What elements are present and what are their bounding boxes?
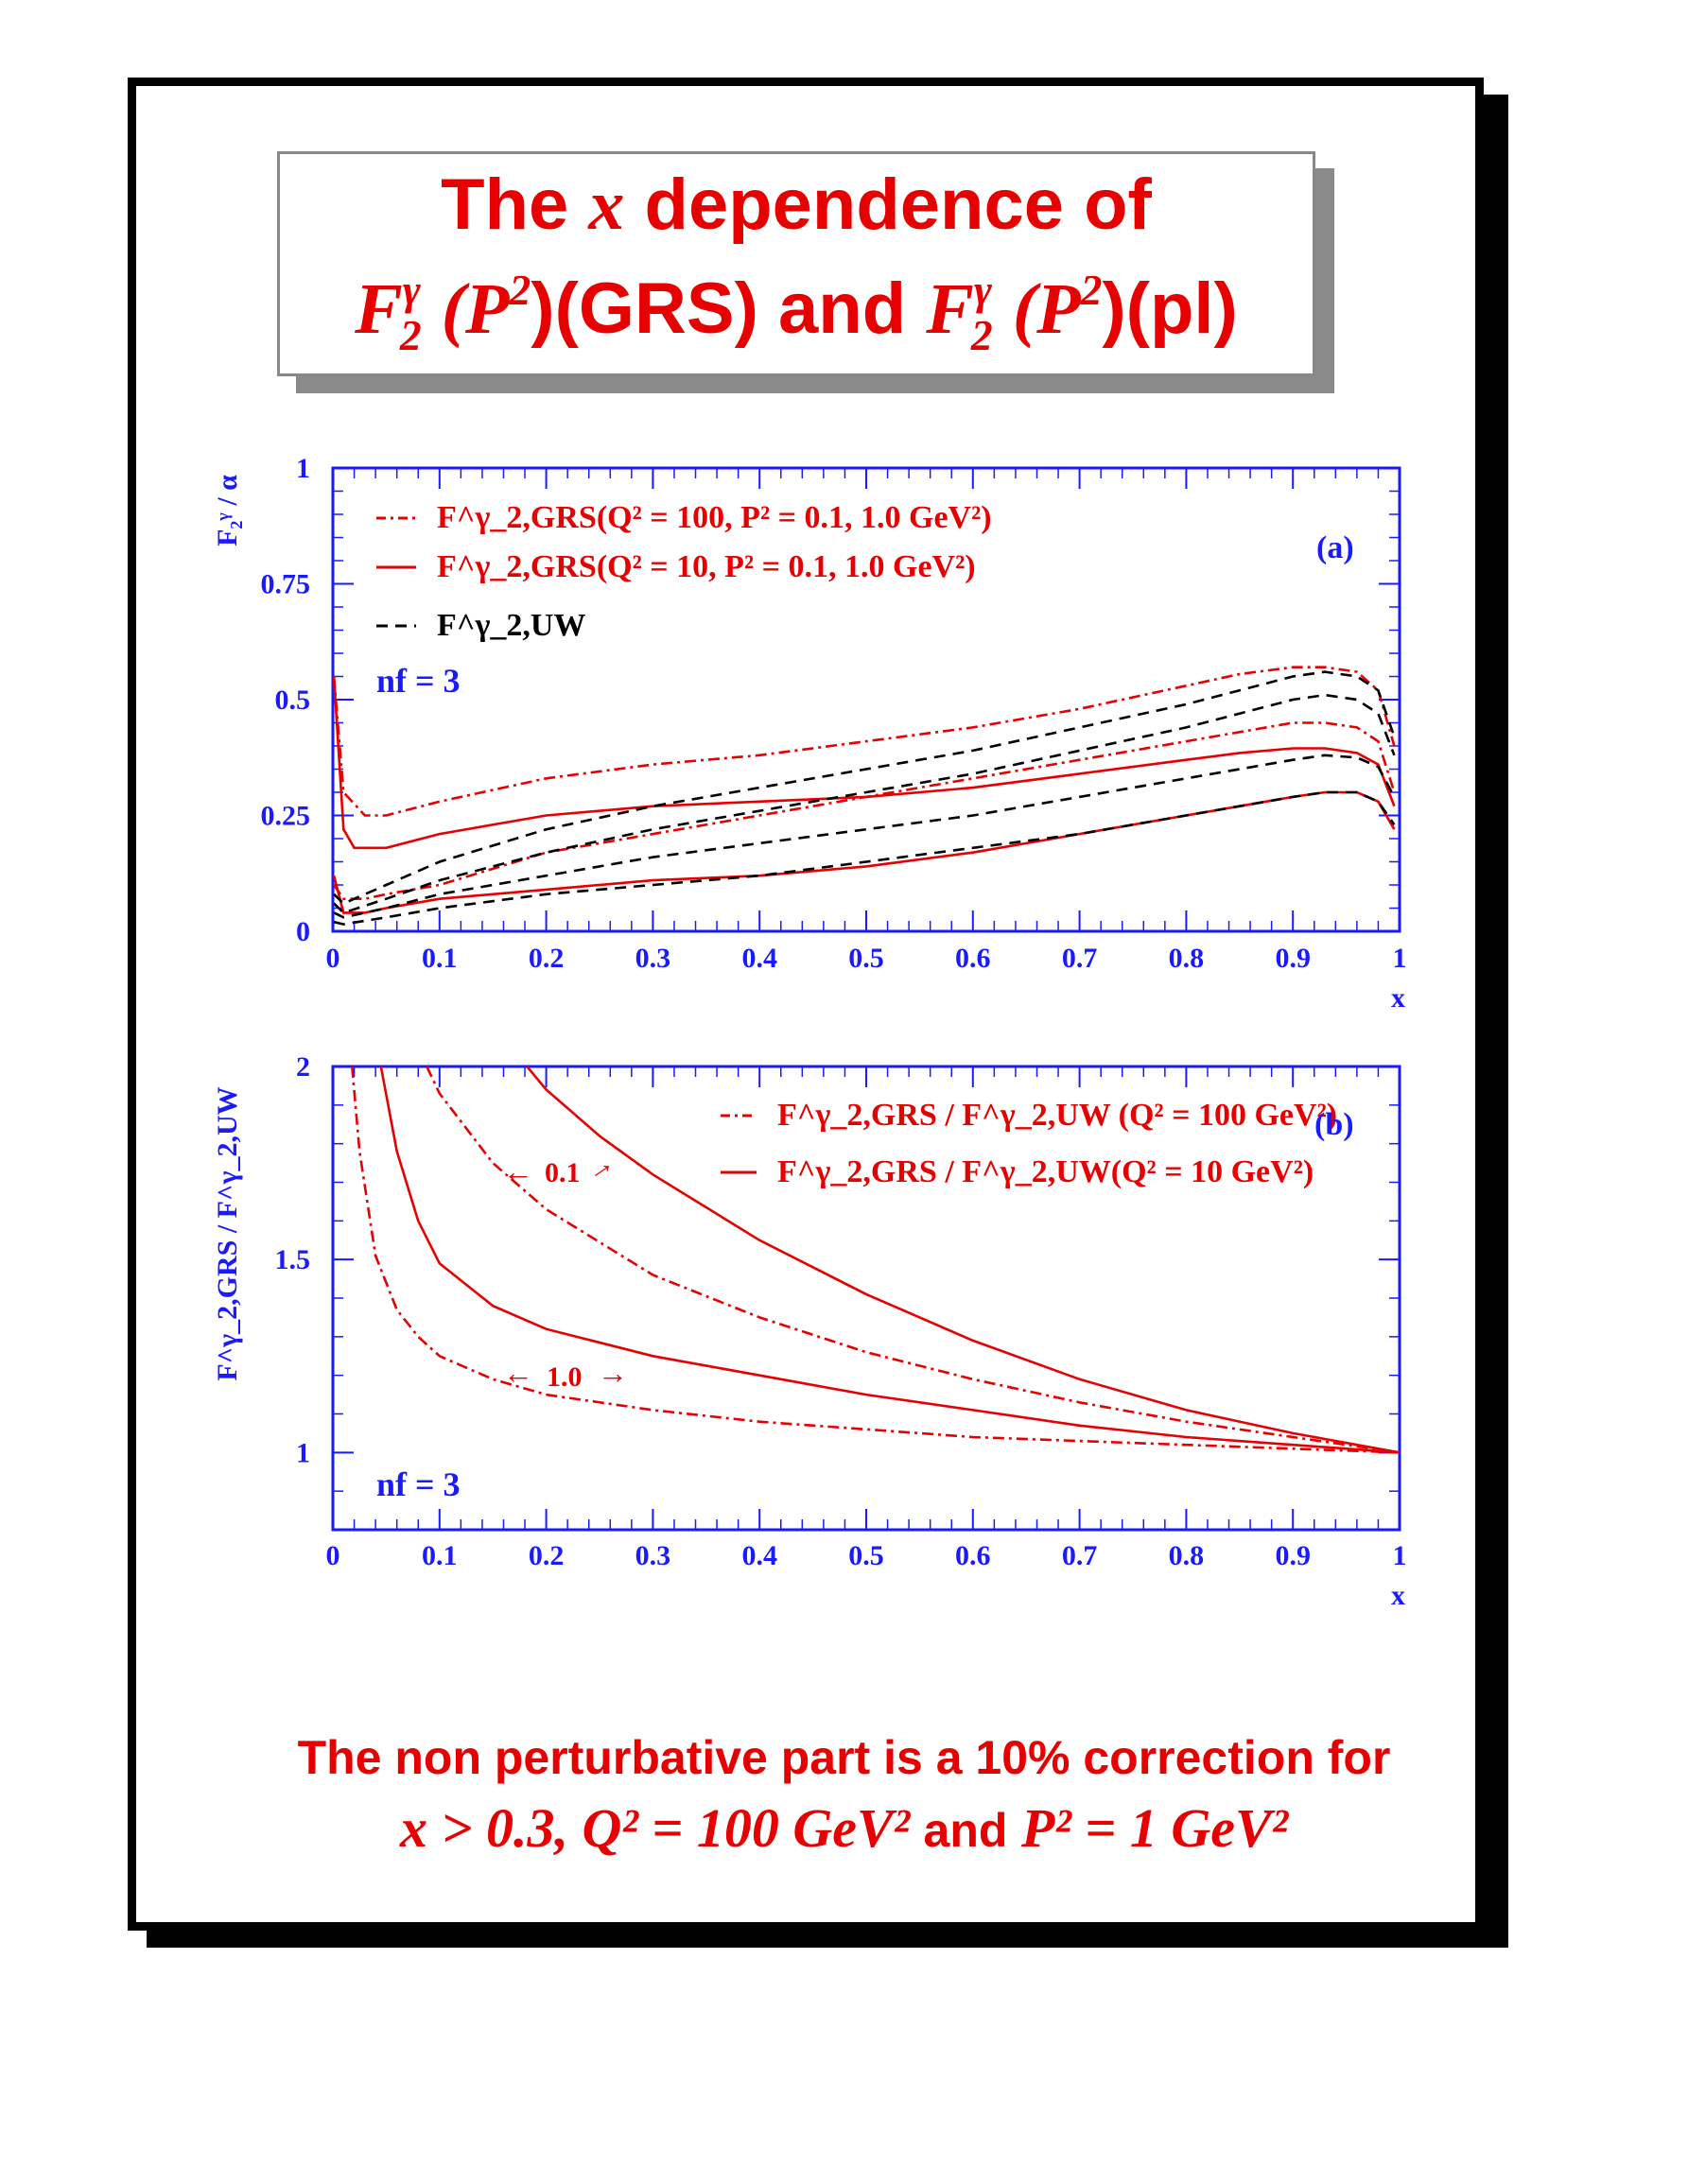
title-p-symbol: (P: [441, 269, 510, 349]
title-pl: )(pl): [1102, 269, 1238, 349]
x-tick-label: 0: [326, 1540, 340, 1571]
title-prefix: The: [441, 165, 569, 245]
x-tick-label: 0.7: [1062, 1540, 1098, 1571]
x-tick-label: 0.7: [1062, 943, 1098, 974]
title-p-square-2: 2: [1080, 266, 1103, 314]
y-tick-label: 0: [296, 916, 310, 947]
arrow-left-icon: ←: [503, 1154, 533, 1188]
title-grs-and: )(GRS) and: [531, 269, 907, 349]
panel-b-label: (b): [1314, 1107, 1354, 1142]
title-box: The x dependence of Fγ2 (P2)(GRS) and Fγ…: [277, 151, 1315, 376]
plots-canvas: F^γ_2,GRS(Q² = 100, P² = 0.1, 1.0 GeV²) …: [212, 453, 1407, 1611]
title-p-square: 2: [509, 266, 531, 314]
title-gamma-sup: γ: [402, 266, 421, 314]
panel-b-xlabel: x: [1391, 1580, 1405, 1611]
footer-and: and: [923, 1804, 1008, 1857]
title-gamma-sup-2: γ: [973, 266, 992, 314]
arrow-label-1-0: 1.0: [547, 1361, 583, 1393]
title-p-symbol-2: (P: [1012, 269, 1081, 349]
footer-line-1: The non perturbative part is a 10% corre…: [297, 1731, 1391, 1784]
panel-a-label: (a): [1316, 530, 1354, 565]
x-tick-label: 0.6: [955, 943, 991, 974]
series-line-0-6: [333, 754, 1396, 919]
x-tick-label: 0.4: [741, 943, 777, 974]
title-two-sub: 2: [399, 311, 422, 359]
series-line-1-2: [379, 1066, 1400, 1454]
x-tick-label: 0.9: [1275, 943, 1311, 974]
series-line-0-7: [333, 790, 1396, 926]
panel-b: F^γ_2,GRS / F^γ_2,UW (Q² = 100 GeV²) F^γ…: [212, 1051, 1407, 1611]
plot-frame-0: [331, 466, 1401, 933]
x-tick-label: 0.2: [529, 943, 565, 974]
series-line-1-0: [526, 1066, 1400, 1454]
series-line-1-1: [426, 1066, 1400, 1454]
series-line-1-3: [351, 1066, 1400, 1454]
x-tick-label: 0.5: [848, 1540, 884, 1571]
x-tick-label: 0.1: [422, 943, 458, 974]
panel-a-nf-annotation: nf = 3: [376, 662, 461, 700]
arrow-right-icon: →: [598, 1356, 628, 1390]
x-tick-label: 0.5: [848, 943, 884, 974]
series-line-0-0: [333, 666, 1396, 817]
title-line-1: The x dependence of: [280, 164, 1313, 247]
title-variable: x: [588, 165, 625, 245]
series-line-0-3: [333, 790, 1396, 914]
legend-a-label-2: F^γ_2,GRS(Q² = 10, P² = 0.1, 1.0 GeV²): [437, 549, 976, 584]
series-line-0-1: [333, 721, 1396, 901]
footer-math-2: P² = 1 GeV²: [1020, 1797, 1289, 1859]
y-tick-label: 1.5: [275, 1244, 311, 1275]
x-tick-label: 0.9: [1275, 1540, 1311, 1571]
plot-frame-1: [331, 1065, 1401, 1532]
legend-a-label-3: F^γ_2,UW: [437, 608, 585, 643]
footer-math-1: x > 0.3, Q² = 100 GeV²: [399, 1797, 911, 1859]
x-tick-label: 1: [1393, 943, 1407, 974]
panel-a: F^γ_2,GRS(Q² = 100, P² = 0.1, 1.0 GeV²) …: [212, 453, 1407, 1014]
x-tick-label: 0.6: [955, 1540, 991, 1571]
panel-a-xlabel: x: [1391, 982, 1405, 1014]
y-tick-label: 0.25: [261, 801, 311, 832]
y-tick-label: 1: [296, 1437, 310, 1468]
x-tick-label: 0.8: [1169, 1540, 1205, 1571]
arrow-up-right-icon: →: [579, 1147, 620, 1188]
title-two-sub-2: 2: [970, 311, 993, 359]
title-line-2: Fγ2 (P2)(GRS) and Fγ2 (P2)(pl): [280, 266, 1313, 359]
x-tick-label: 0.3: [635, 1540, 671, 1571]
panel-b-ylabel: F^γ_2,GRS / F^γ_2,UW: [212, 1086, 243, 1380]
legend-a-label-1: F^γ_2,GRS(Q² = 100, P² = 0.1, 1.0 GeV²): [437, 500, 992, 535]
panel-a-ylabel: F₂ᵞ / α: [212, 475, 243, 546]
arrow-label-0-1: 0.1: [545, 1157, 581, 1188]
title-f-symbol: F: [355, 269, 403, 349]
x-tick-label: 0: [326, 943, 340, 974]
y-tick-label: 0.75: [261, 569, 311, 600]
title-suffix: dependence of: [644, 165, 1152, 245]
title-f-symbol-2: F: [926, 269, 974, 349]
x-tick-label: 0.4: [741, 1540, 777, 1571]
x-tick-label: 0.2: [529, 1540, 565, 1571]
series-line-0-5: [333, 693, 1396, 914]
panel-b-nf-annotation: nf = 3: [376, 1465, 461, 1503]
x-tick-label: 0.3: [635, 943, 671, 974]
x-tick-label: 1: [1393, 1540, 1407, 1571]
legend-b-label-1: F^γ_2,GRS / F^γ_2,UW (Q² = 100 GeV²): [777, 1098, 1337, 1133]
y-tick-label: 1: [296, 453, 310, 484]
x-tick-label: 0.8: [1169, 943, 1205, 974]
series-line-0-4: [333, 670, 1396, 906]
footer-line-2: x > 0.3, Q² = 100 GeV² and P² = 1 GeV²: [0, 1796, 1688, 1860]
series-line-0-2: [333, 676, 1396, 850]
y-tick-label: 2: [296, 1051, 310, 1083]
y-tick-label: 0.5: [275, 685, 311, 716]
x-tick-label: 0.1: [422, 1540, 458, 1571]
legend-b-label-2: F^γ_2,GRS / F^γ_2,UW(Q² = 10 GeV²): [777, 1154, 1314, 1189]
